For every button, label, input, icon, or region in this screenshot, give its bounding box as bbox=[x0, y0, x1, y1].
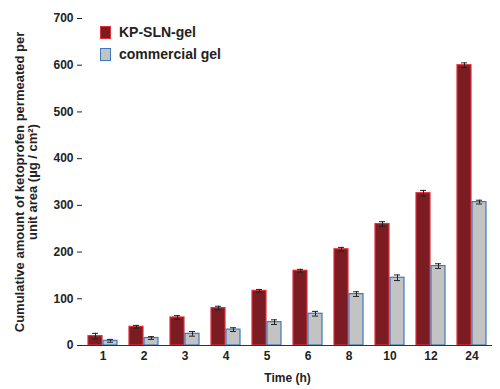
svg-text:12: 12 bbox=[424, 349, 438, 363]
svg-text:8: 8 bbox=[346, 349, 353, 363]
svg-text:0: 0 bbox=[67, 338, 74, 352]
svg-text:500: 500 bbox=[53, 105, 73, 119]
html-text:commercial gel: commercial gel bbox=[119, 46, 221, 62]
svg-text:100: 100 bbox=[53, 292, 73, 306]
svg-text:2: 2 bbox=[141, 349, 148, 363]
svg-text:700: 700 bbox=[53, 11, 73, 25]
svg-text:5: 5 bbox=[264, 349, 271, 363]
svg-text:6: 6 bbox=[305, 349, 312, 363]
svg-text:400: 400 bbox=[53, 151, 73, 165]
svg-text:600: 600 bbox=[53, 58, 73, 72]
html-text:KP-SLN-gel: KP-SLN-gel bbox=[119, 24, 196, 40]
svg-text:10: 10 bbox=[383, 349, 397, 363]
svg-text:Time (h): Time (h) bbox=[264, 371, 310, 385]
svg-text:3: 3 bbox=[182, 349, 189, 363]
svg-text:300: 300 bbox=[53, 198, 73, 212]
svg-text:24: 24 bbox=[465, 349, 479, 363]
svg-text:200: 200 bbox=[53, 245, 73, 259]
svg-text:Cumulative amount of ketoprofe: Cumulative amount of ketoprofen permeate… bbox=[12, 32, 40, 333]
svg-text:1: 1 bbox=[100, 349, 107, 363]
svg-text:4: 4 bbox=[223, 349, 230, 363]
